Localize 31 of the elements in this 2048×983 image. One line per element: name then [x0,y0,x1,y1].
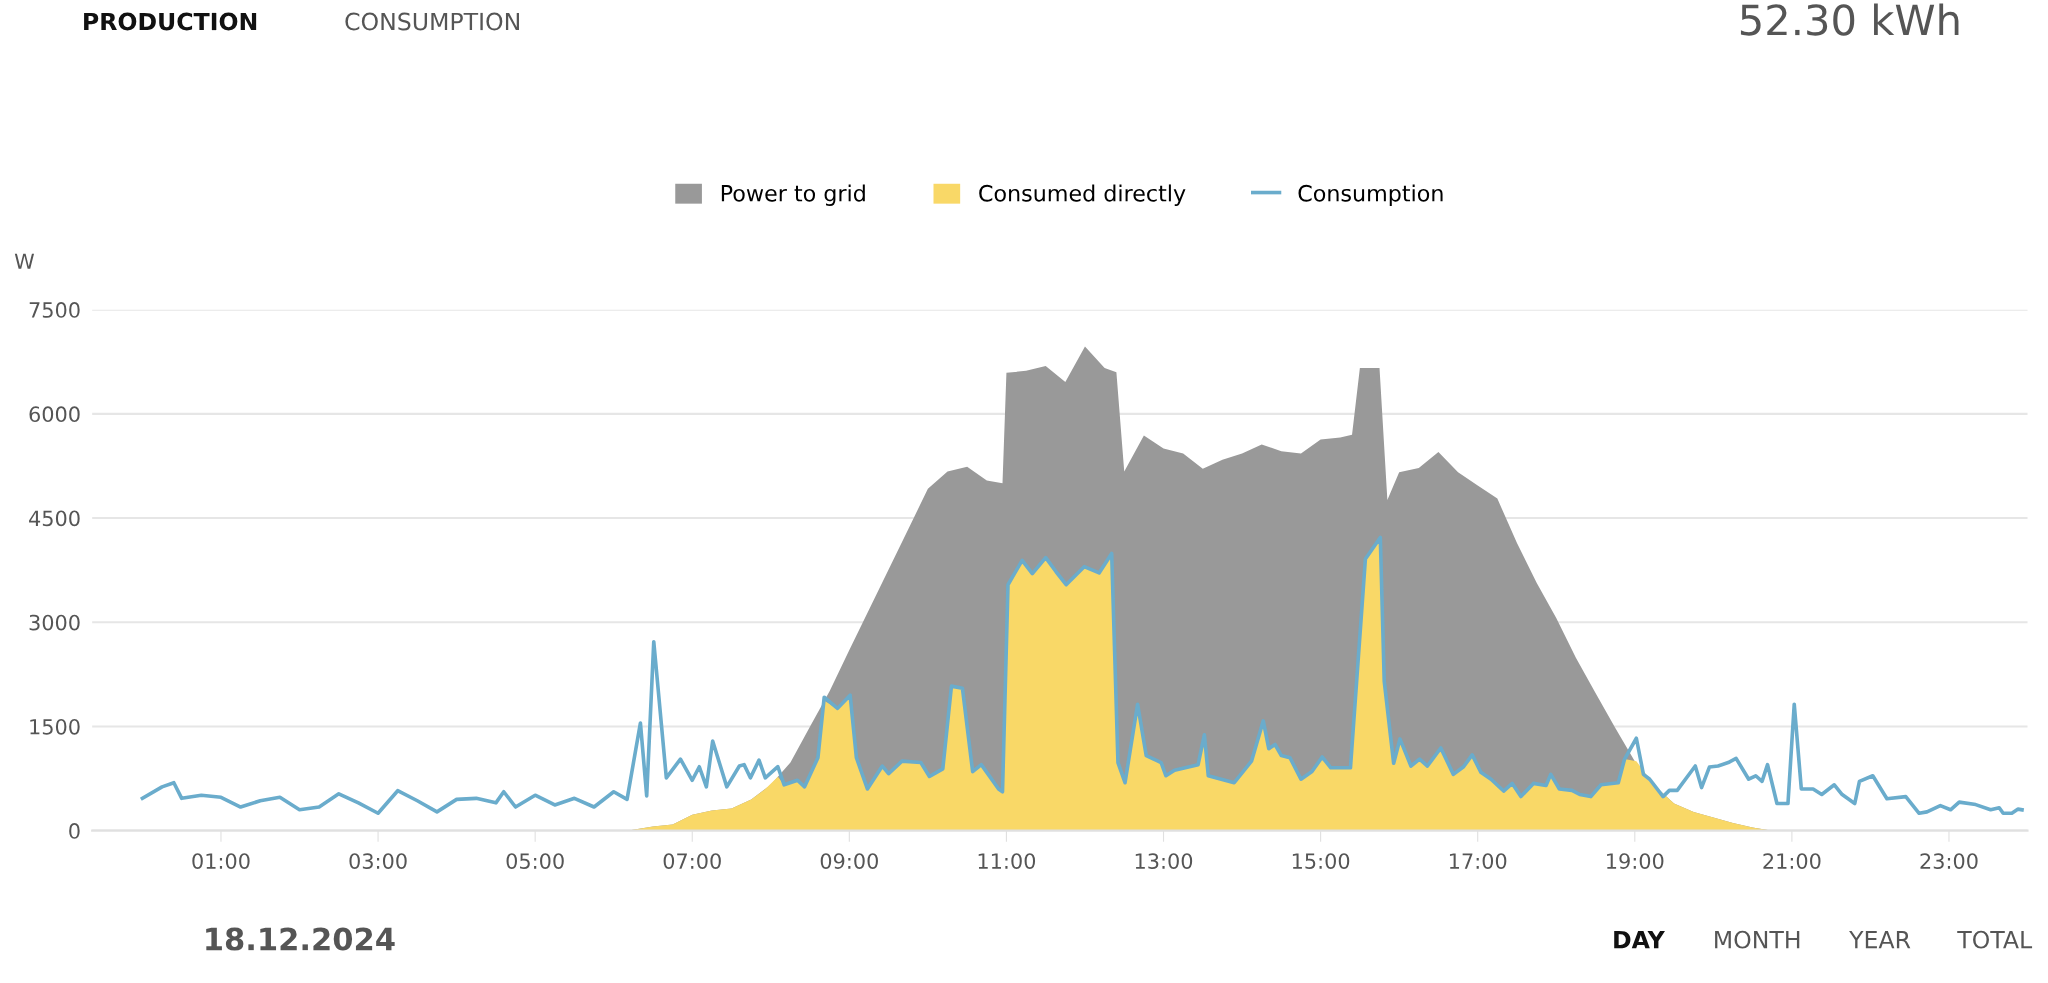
y-tick-label: 7500 [29,302,80,318]
x-tick-label: 09:00 [820,853,878,869]
x-tick-label: 07:00 [663,853,721,869]
line-series [140,535,2024,816]
legend-label: Power to grid [721,184,865,206]
y-tick-label: 4500 [29,510,80,527]
text: 52.30 kWh [1740,3,1959,36]
text: MONTH [1715,930,1800,949]
x-tick-label: 19:00 [1607,853,1664,869]
x-tick-label: 17:00 [1449,853,1507,869]
y-tick-label: 1500 [30,718,80,735]
x-tick-label: 05:00 [506,853,564,869]
legend-label: Consumed directly [979,184,1186,206]
y-tick-label: 3000 [29,614,80,631]
text: CONSUMPTION [345,12,519,31]
text: YEAR [1849,931,1911,949]
x-tick-label: 21:00 [1763,853,1821,869]
x-tick-label: 23:00 [1920,853,1978,869]
x-tick-label: 03:00 [349,853,407,869]
text: TOTAL [1957,930,2033,949]
legend-label: Consumption [1298,184,1443,206]
x-tick-label: 01:00 [192,853,250,869]
x-tick-label: 13:00 [1135,853,1193,869]
x-tick-label: 11:00 [978,853,1036,869]
y-axis-title: W [14,253,35,269]
y-tick-label: 0 [69,823,80,839]
text: 18.12.2024 [206,927,395,951]
text: PRODUCTION [84,12,257,31]
y-tick-label: 6000 [29,406,80,423]
x-tick-label: 15:00 [1292,853,1350,869]
text: DAY [1614,931,1665,949]
